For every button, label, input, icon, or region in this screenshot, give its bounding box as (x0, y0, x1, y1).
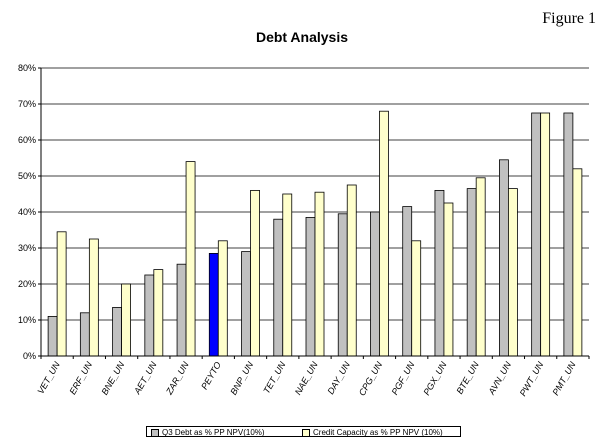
y-tick-label: 50% (18, 171, 36, 181)
bar-debt (563, 112, 574, 357)
x-tick-label: VET_UN (35, 360, 62, 396)
bar-credit (508, 188, 518, 357)
bar-debt (305, 216, 316, 357)
bar-credit (250, 189, 260, 357)
x-tick-label: BTE_UN (454, 360, 481, 396)
bar-debt (273, 218, 284, 357)
legend-box: Q3 Debt as % PP NPV(10%) Credit Capacity… (146, 426, 461, 437)
legend-label-debt: Q3 Debt as % PP NPV(10%) (162, 428, 265, 437)
bar-credit (314, 191, 325, 357)
bar-credit (475, 177, 486, 357)
bar-debt (241, 251, 251, 357)
debt-analysis-chart: 0%10%20%30%40%50%60%70%80%VET_UN ERF_UN BN… (18, 63, 590, 398)
x-tick-label: NAE_UN (293, 360, 320, 397)
legend: Q3 Debt as % PP NPV(10%) Credit Capacity… (0, 426, 604, 439)
bar-credit (411, 240, 422, 357)
x-tick-label: PGF_UN (390, 360, 417, 397)
y-tick-label: 40% (18, 207, 36, 217)
x-tick-label: PWT_UN (518, 360, 546, 398)
bar-credit (88, 238, 99, 357)
y-tick-label: 80% (18, 63, 36, 73)
legend-label-credit: Credit Capacity as % PP NPV (10%) (313, 428, 443, 437)
y-tick-label: 70% (18, 99, 36, 109)
bar-credit (56, 231, 67, 357)
bar-credit (346, 184, 357, 357)
y-tick-label: 30% (18, 243, 36, 253)
legend-swatch-credit (302, 428, 310, 437)
figure-label: Figure 1 (542, 10, 596, 27)
chart-title: Debt Analysis (255, 29, 349, 45)
y-tick-label: 0% (23, 351, 36, 361)
x-tick-label: BNE_UN (99, 360, 126, 397)
x-tick-label: ZAR_UN (164, 360, 191, 397)
bar-credit (185, 161, 196, 357)
x-tick-label: PGX_UN (422, 360, 449, 397)
bar-debt (47, 315, 58, 357)
bar-debt (79, 312, 90, 357)
bar-credit (540, 112, 551, 357)
x-tick-label: CPG_UN (357, 360, 385, 398)
legend-swatch-debt (151, 428, 159, 437)
bar-credit (379, 110, 389, 357)
y-tick-label: 10% (18, 315, 36, 325)
bar-credit (443, 202, 454, 357)
y-tick-label: 20% (18, 279, 36, 289)
bar-debt (531, 112, 542, 357)
bar-credit (121, 283, 131, 357)
legend-item-debt: Q3 Debt as % PP NPV(10%) (151, 428, 265, 437)
bar-credit (153, 269, 164, 357)
legend-item-credit: Credit Capacity as % PP NPV (10%) (302, 428, 443, 437)
bar-debt (434, 189, 445, 357)
bar-debt (337, 213, 348, 357)
bar-debt (370, 211, 380, 357)
x-tick-label: PMT_UN (550, 360, 577, 397)
bar-credit (282, 193, 293, 357)
x-tick-label: PEYTO (199, 360, 223, 391)
bar-debt (176, 263, 187, 357)
x-tick-label: AVN_UN (486, 360, 513, 397)
bar-debt (208, 252, 219, 357)
x-tick-label: DAY_UN (325, 360, 352, 396)
bar-debt (499, 159, 509, 357)
x-tick-label: TET_UN (261, 360, 287, 396)
bar-debt (144, 274, 155, 357)
y-tick-label: 60% (18, 135, 36, 145)
x-tick-label: AET_UN (132, 360, 159, 397)
x-tick-label: ERF_UN (67, 360, 94, 397)
x-tick-label: BNP_UN (228, 360, 255, 397)
bar-debt (402, 206, 413, 357)
bar-debt (466, 188, 477, 357)
bar-credit (217, 240, 228, 357)
bar-credit (572, 168, 583, 357)
bar-debt (112, 306, 122, 357)
